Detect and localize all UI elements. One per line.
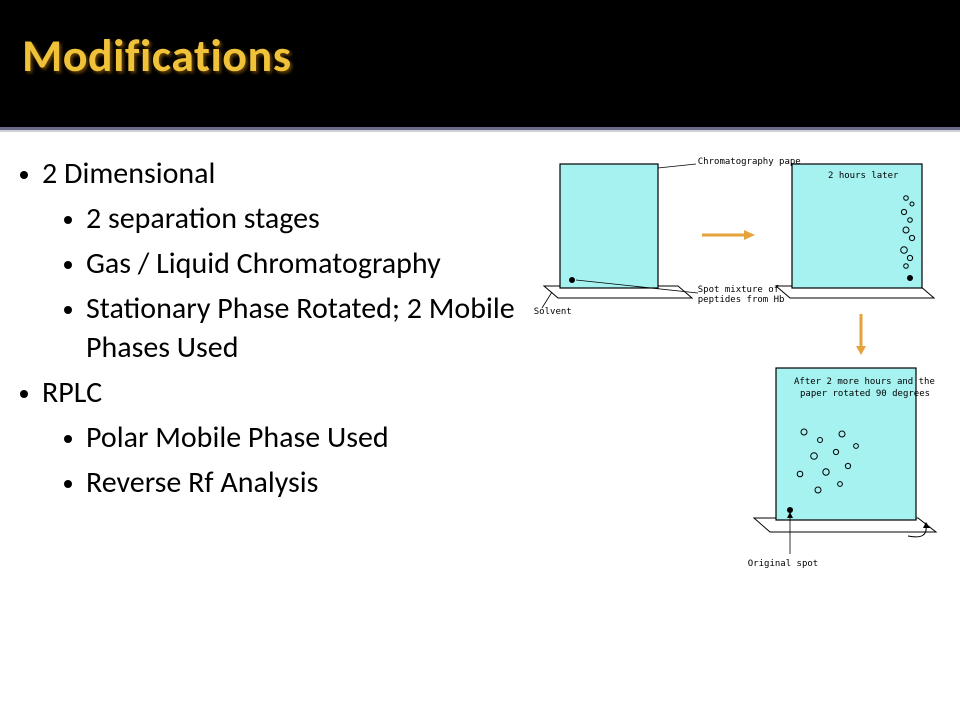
bullet-dot <box>64 435 72 443</box>
bullet-text: Stationary Phase Rotated; 2 Mobile Phase… <box>86 289 538 367</box>
arrow-icon <box>854 312 868 356</box>
bullet-item: Stationary Phase Rotated; 2 Mobile Phase… <box>64 289 538 367</box>
label-original-spot: Original spot <box>748 560 818 570</box>
arrow-icon <box>700 228 756 242</box>
bullet-dot <box>64 480 72 488</box>
bullet-text: Reverse Rf Analysis <box>86 463 318 502</box>
bullet-dot <box>20 171 28 179</box>
bullet-item: 2 separation stages <box>64 199 538 238</box>
bullet-text: 2 separation stages <box>86 199 320 238</box>
bullet-text: Gas / Liquid Chromatography <box>86 244 441 283</box>
bullet-item: Gas / Liquid Chromatography <box>64 244 538 283</box>
slide-title: Modifications <box>22 28 960 84</box>
bullet-item: Reverse Rf Analysis <box>64 463 538 502</box>
bullet-column: 2 Dimensional 2 separation stages Gas / … <box>20 150 538 508</box>
bullet-item: 2 Dimensional <box>20 154 538 193</box>
label-solvent: Solvent <box>534 308 572 318</box>
chromatography-plate-1 <box>538 158 698 318</box>
slide-header: Modifications <box>0 0 960 130</box>
bullet-text: Polar Mobile Phase Used <box>86 418 389 457</box>
chromatography-plate-3: After 2 more hours and the paper rotated… <box>748 362 948 572</box>
bullet-dot <box>64 261 72 269</box>
slide-content: 2 Dimensional 2 separation stages Gas / … <box>0 132 960 508</box>
bullet-dot <box>64 216 72 224</box>
chromatography-plate-2: 2 hours later <box>770 158 940 318</box>
bullet-dot <box>20 390 28 398</box>
svg-text:After 2 more hours and the: After 2 more hours and the <box>794 377 935 387</box>
bullet-item: Polar Mobile Phase Used <box>64 418 538 457</box>
bullet-text: RPLC <box>42 373 102 412</box>
diagram-column: Chromatography pape Solvent Spot mixture… <box>538 150 946 508</box>
bullet-dot <box>64 306 72 314</box>
svg-text:paper rotated 90 degrees: paper rotated 90 degrees <box>800 389 930 399</box>
bullet-text: 2 Dimensional <box>42 154 215 193</box>
bullet-item: RPLC <box>20 373 538 412</box>
svg-text:2 hours later: 2 hours later <box>828 171 899 181</box>
